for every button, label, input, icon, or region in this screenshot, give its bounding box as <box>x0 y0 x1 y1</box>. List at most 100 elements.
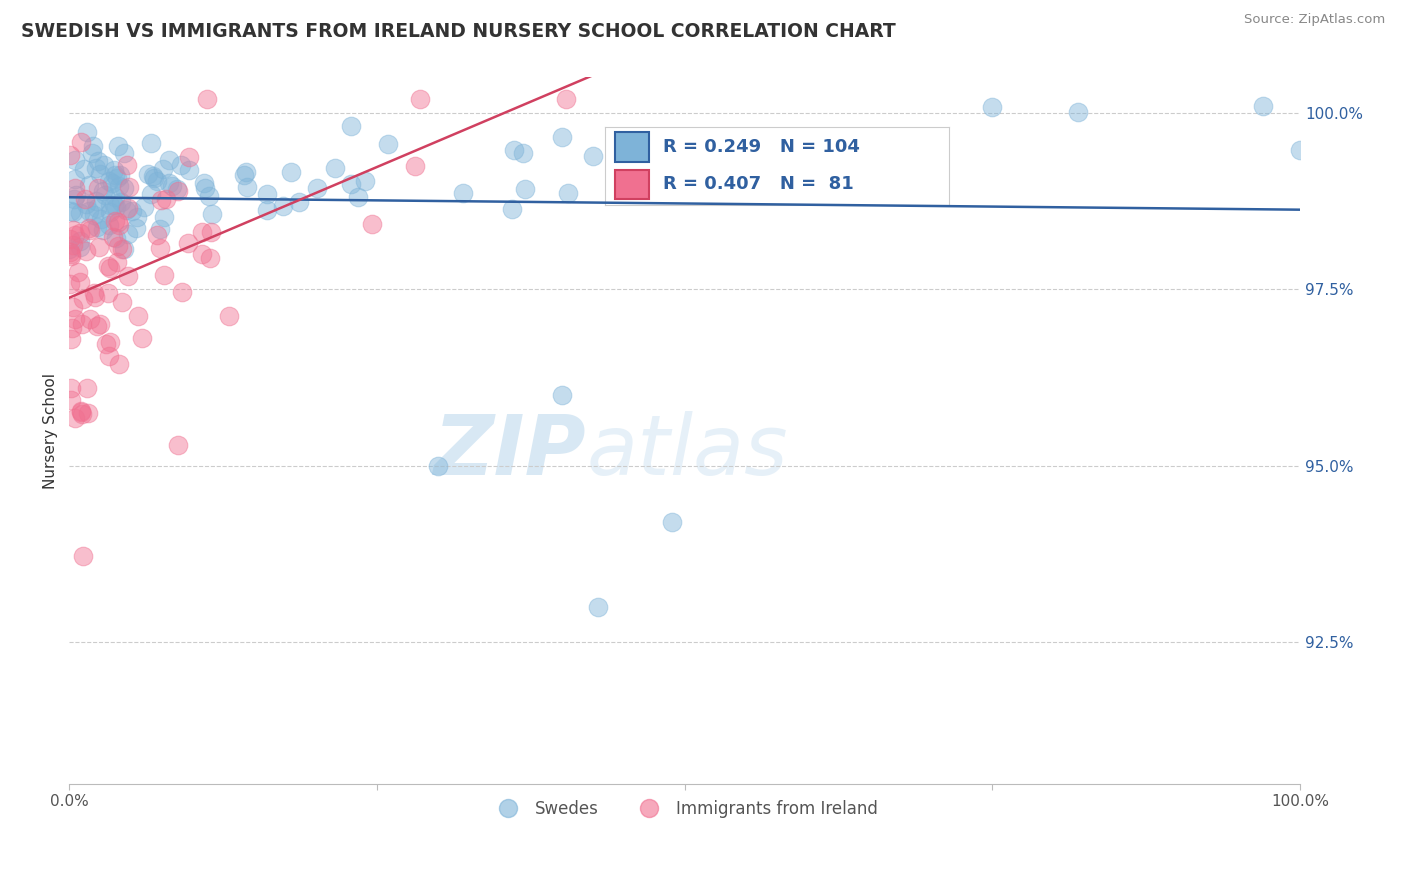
Point <box>83 208 105 222</box>
Point <box>1067 105 1090 120</box>
Point <box>235 179 257 194</box>
Point <box>235 164 257 178</box>
Point <box>142 169 165 184</box>
Point <box>77 406 100 420</box>
Point <box>98 205 121 219</box>
Point <box>62 238 84 252</box>
Point <box>104 189 127 203</box>
Point <box>59 381 82 395</box>
Point <box>97 349 120 363</box>
Point <box>105 254 128 268</box>
Text: SWEDISH VS IMMIGRANTS FROM IRELAND NURSERY SCHOOL CORRELATION CHART: SWEDISH VS IMMIGRANTS FROM IRELAND NURSE… <box>21 22 896 41</box>
Point <box>93 185 115 199</box>
Point <box>103 198 125 212</box>
Point <box>75 244 97 258</box>
Point <box>87 154 110 169</box>
Point <box>1289 143 1312 157</box>
Point <box>170 157 193 171</box>
Point <box>408 92 430 106</box>
Point <box>62 205 84 219</box>
Point <box>127 309 149 323</box>
Point <box>60 320 83 334</box>
Point <box>69 234 91 248</box>
Point <box>361 217 384 231</box>
Point <box>404 159 426 173</box>
Point <box>117 268 139 283</box>
Point <box>451 186 474 201</box>
Point <box>149 193 172 207</box>
Point <box>582 149 605 163</box>
Point <box>79 221 101 235</box>
Point <box>73 192 96 206</box>
Point <box>63 171 86 186</box>
Point <box>555 92 578 106</box>
Point <box>63 312 86 326</box>
Point <box>427 458 450 473</box>
Point <box>97 174 120 188</box>
Point <box>218 309 240 323</box>
Point <box>87 239 110 253</box>
Point <box>98 198 121 212</box>
Point <box>86 194 108 208</box>
Point <box>193 176 215 190</box>
Text: ZIP: ZIP <box>433 411 586 492</box>
Point <box>104 168 127 182</box>
Point <box>139 136 162 151</box>
Point <box>63 411 86 425</box>
Point <box>197 189 219 203</box>
Point <box>112 181 135 195</box>
Point <box>273 199 295 213</box>
Point <box>65 187 87 202</box>
Point <box>65 181 87 195</box>
Point <box>112 242 135 256</box>
Point <box>110 168 132 182</box>
Point <box>93 158 115 172</box>
Point <box>1251 98 1274 112</box>
Point <box>148 241 170 255</box>
Point <box>76 381 98 395</box>
Point <box>103 213 125 227</box>
Text: Source: ZipAtlas.com: Source: ZipAtlas.com <box>1244 13 1385 27</box>
Point <box>981 100 1004 114</box>
Point <box>97 286 120 301</box>
Point <box>60 247 83 261</box>
Point <box>72 549 94 564</box>
Point <box>111 294 134 309</box>
Point <box>108 178 131 193</box>
Point <box>145 228 167 243</box>
Point <box>153 268 176 282</box>
Legend: Swedes, Immigrants from Ireland: Swedes, Immigrants from Ireland <box>485 794 884 825</box>
Point <box>105 171 128 186</box>
Point <box>96 337 118 351</box>
Point <box>125 211 148 225</box>
Point <box>143 170 166 185</box>
Point <box>200 225 222 239</box>
Point <box>117 202 139 216</box>
Point <box>86 201 108 215</box>
Point <box>62 300 84 314</box>
Point <box>98 335 121 350</box>
Point <box>69 226 91 240</box>
Point <box>79 312 101 326</box>
Point <box>84 161 107 175</box>
Point <box>63 153 86 168</box>
Point <box>103 162 125 177</box>
Point <box>105 230 128 244</box>
Point <box>146 174 169 188</box>
Point <box>132 200 155 214</box>
Point <box>111 242 134 256</box>
Point <box>177 150 200 164</box>
Point <box>97 260 120 274</box>
Point <box>107 218 129 232</box>
Point <box>124 221 146 235</box>
Point <box>191 225 214 239</box>
Point <box>305 181 328 195</box>
Point <box>91 223 114 237</box>
Point <box>501 202 523 217</box>
Point <box>179 163 201 178</box>
Point <box>172 285 194 300</box>
Point <box>59 148 82 162</box>
Point <box>112 146 135 161</box>
Point <box>59 245 82 260</box>
Point <box>70 405 93 419</box>
